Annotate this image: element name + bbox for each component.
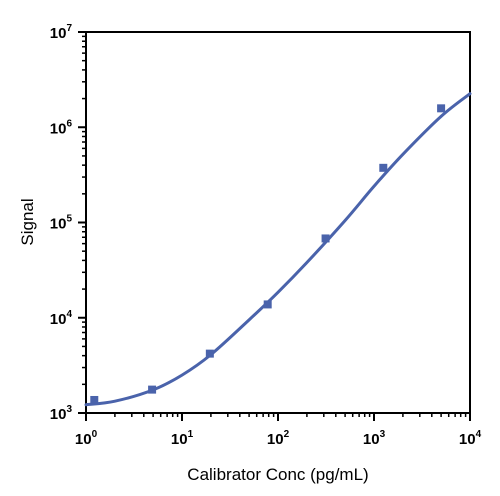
data-points [90,104,446,404]
y-axis-title: Signal [18,198,37,245]
y-tick-label: 105 [50,214,73,233]
y-tick-label: 106 [50,118,73,137]
data-point [379,163,388,172]
data-point [263,300,272,309]
x-tick-label: 103 [363,429,386,448]
y-tick-label: 104 [50,309,73,328]
y-axis: 103 104 105 106 107 [50,23,86,423]
y-tick-label: 107 [50,23,73,42]
data-point [148,385,157,394]
x-tick-label: 100 [75,429,98,448]
x-tick-label: 101 [171,429,194,448]
data-point [437,104,446,113]
x-tick-label: 102 [267,429,290,448]
x-axis-title: Calibrator Conc (pg/mL) [187,465,368,484]
data-point [321,234,330,243]
x-tick-label: 104 [459,429,482,448]
y-tick-label: 103 [50,404,73,423]
x-axis: 100 101 102 103 104 [75,413,482,448]
fit-curve [84,92,472,407]
data-point [90,395,99,404]
plot-frame [85,31,471,414]
data-point [205,349,214,358]
